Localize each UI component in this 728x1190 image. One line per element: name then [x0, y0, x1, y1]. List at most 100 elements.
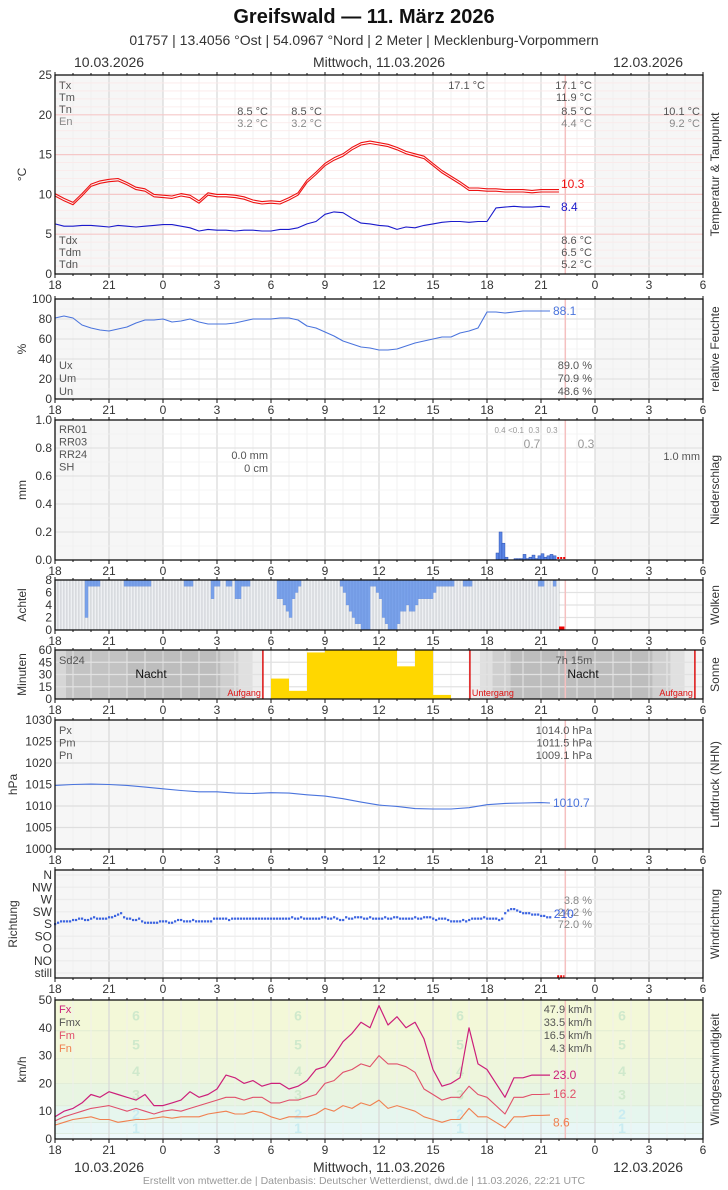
- wind-direction-point: [345, 916, 348, 919]
- x-tick-label: 6: [268, 982, 275, 996]
- wind-direction-point: [384, 916, 387, 919]
- x-tick-label: 9: [322, 564, 329, 578]
- cloud-bar: [243, 579, 248, 587]
- wind-direction-point: [84, 918, 87, 922]
- cloud-bar: [129, 579, 134, 587]
- x-tick-label: 0: [160, 982, 167, 996]
- wind-direction-point: [174, 920, 177, 923]
- date-bar-top: 10.03.2026 Mittwoch, 11.03.2026 12.03.20…: [0, 54, 728, 72]
- wind-direction-point: [111, 916, 114, 919]
- hourly-precip-label: 0.3: [546, 426, 558, 435]
- x-tick-label: 3: [214, 278, 221, 292]
- wind-direction-point: [339, 918, 342, 922]
- y-tick-label: 40: [39, 1021, 53, 1035]
- wind-direction-point: [387, 917, 390, 920]
- wind-direction-point: [501, 917, 504, 920]
- x-tick-label: 18: [480, 564, 494, 578]
- wind-direction-point: [450, 920, 453, 923]
- three-hour-precip-label: 0.3: [578, 437, 595, 451]
- y-tick-label: 15: [39, 148, 53, 162]
- wind-direction-point: [147, 921, 150, 924]
- legend-item: Tm: [59, 92, 75, 104]
- sunshine-bar: [343, 650, 361, 699]
- cloud-bar: [552, 579, 557, 587]
- legend-item: Pn: [59, 750, 72, 762]
- three-hour-precip-label: 0.7: [524, 437, 541, 451]
- wind-direction-point: [237, 917, 240, 920]
- x-tick-label: 6: [700, 853, 707, 867]
- wind-direction-point: [516, 909, 519, 912]
- wind-direction-point: [522, 912, 525, 915]
- cloud-bar: [468, 579, 473, 587]
- cloud-bar: [123, 579, 128, 587]
- wind-direction-point: [432, 917, 435, 920]
- legend-item: Tx: [59, 80, 72, 92]
- cloud-bar: [444, 579, 449, 587]
- x-tick-label: 9: [322, 634, 329, 648]
- stat-value: 3.2 °C: [237, 118, 268, 130]
- wind-direction-point: [219, 917, 222, 920]
- y-tick-label: 0: [45, 623, 52, 637]
- wind-direction-point: [465, 920, 468, 923]
- cloud-bar: [432, 579, 437, 593]
- wind-direction-point: [195, 920, 198, 923]
- y-tick-label: 0: [45, 692, 52, 706]
- cloud-bar: [537, 579, 542, 587]
- sunshine-bar: [415, 650, 433, 699]
- wind-direction-point: [378, 917, 381, 920]
- wind-direction-point: [423, 916, 426, 919]
- cloud-bar: [234, 579, 239, 599]
- wind-direction-point: [360, 916, 363, 919]
- current-wind-fn: 8.6: [553, 1115, 570, 1129]
- legend-item: RR01: [59, 424, 87, 436]
- sunrise-label: Aufgang: [227, 688, 261, 698]
- y-tick-label: 0: [45, 392, 52, 406]
- wind-direction-point: [474, 917, 477, 920]
- wind-direction-point: [459, 920, 462, 923]
- sunshine-bar: [325, 650, 343, 699]
- y-axis-label: km/h: [15, 1056, 29, 1082]
- wind-direction-point: [549, 916, 552, 919]
- cloud-bar: [339, 579, 344, 587]
- beaufort-label: 4: [618, 1063, 626, 1079]
- wind-direction-point: [243, 917, 246, 920]
- legend-item: RR24: [59, 449, 87, 461]
- x-tick-label: 3: [646, 278, 653, 292]
- wind-direction-point: [81, 917, 84, 920]
- wind-direction-point: [420, 917, 423, 920]
- cloud-bar: [138, 579, 143, 587]
- x-tick-label: 6: [700, 1143, 707, 1157]
- x-tick-label: 18: [48, 278, 62, 292]
- cloud-bar: [297, 579, 302, 587]
- wind-direction-point: [336, 917, 339, 920]
- cloud-bar: [183, 579, 188, 587]
- cloud-bar: [87, 579, 92, 587]
- beaufort-label: 6: [294, 1007, 302, 1023]
- stat-value: 1011.5 hPa: [537, 738, 593, 750]
- y-tick-label: 1000: [25, 842, 52, 856]
- x-tick-label: 9: [322, 853, 329, 867]
- sunshine-bar: [271, 678, 289, 699]
- x-tick-label: 18: [480, 982, 494, 996]
- current-wind-fm: 16.2: [553, 1087, 577, 1101]
- x-tick-label: 0: [160, 853, 167, 867]
- date-bar-bottom: 10.03.2026 Mittwoch, 11.03.2026 12.03.20…: [0, 1159, 728, 1177]
- x-tick-label: 18: [48, 1143, 62, 1157]
- x-tick-label: 0: [592, 564, 599, 578]
- wind-direction-point: [189, 920, 192, 923]
- y-tick-label: 20: [39, 372, 53, 386]
- cloud-bar: [390, 579, 395, 631]
- y-axis-label: Minuten: [15, 653, 29, 696]
- y-tick-label: still: [35, 966, 52, 980]
- wind-direction-point: [156, 921, 159, 924]
- precip-bar: [549, 554, 554, 561]
- wind-fn-line: [54, 1099, 551, 1129]
- x-tick-label: 6: [700, 982, 707, 996]
- wind-direction-point: [396, 916, 399, 919]
- wind-direction-point: [321, 916, 324, 919]
- hourly-precip-label: <0.1: [508, 426, 524, 435]
- beaufort-label: 5: [456, 1036, 464, 1052]
- x-tick-label: 6: [700, 278, 707, 292]
- y-tick-label: N: [43, 868, 52, 882]
